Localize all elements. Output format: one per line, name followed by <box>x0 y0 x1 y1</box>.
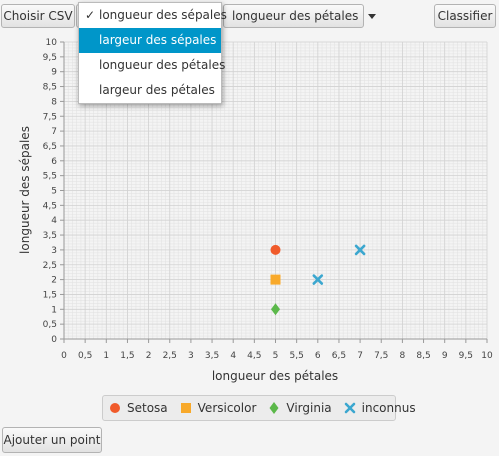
y-tick-label: 9 <box>51 68 57 78</box>
x-tick-label: 4 <box>230 351 236 361</box>
x-tick-label: 0 <box>61 351 67 361</box>
legend-label: inconnus <box>361 401 416 415</box>
y-tick-label: 7,5 <box>43 112 57 122</box>
y-tick-label: 1 <box>51 305 57 315</box>
y-axis-dropdown-menu: ✓ longueur des sépales largeur des sépales… <box>78 2 227 104</box>
x-tick-label: 6,5 <box>332 351 346 361</box>
y-tick-label: 4 <box>51 216 57 226</box>
y-tick-label: 7 <box>51 127 57 137</box>
cross-stroke <box>354 244 366 256</box>
dropdown-option[interactable]: largeur des pétales <box>79 78 221 103</box>
dropdown-option[interactable]: largeur des sépales <box>79 28 221 53</box>
y-tick-label: 6 <box>51 157 57 167</box>
x-tick-label: 1 <box>103 351 109 361</box>
x-tick-label: 9 <box>442 351 448 361</box>
point-versicolor <box>270 274 281 285</box>
circle-marker-icon <box>110 403 120 413</box>
x-tick-label: 10 <box>481 351 493 361</box>
square-marker-icon <box>180 403 191 413</box>
legend-marker <box>110 403 120 413</box>
cross-stroke <box>344 402 355 414</box>
point-inconnus <box>312 274 324 285</box>
diamond-marker-icon <box>269 402 279 414</box>
x-tick-label: 3 <box>188 351 194 361</box>
legend-marker <box>344 402 355 414</box>
y-tick-label: 4,5 <box>43 201 57 211</box>
legend-item-setosa: Setosa <box>109 401 168 415</box>
dropdown-option[interactable]: ✓ longueur des sépales <box>79 3 227 28</box>
x-tick-label: 1,5 <box>120 351 134 361</box>
y-tick-label: 3 <box>51 246 57 256</box>
y-tick-label: 3,5 <box>43 231 57 241</box>
legend-item-inconnus: inconnus <box>344 401 416 415</box>
y-tick-label: 10 <box>46 38 58 48</box>
y-tick-label: 6,5 <box>43 142 57 152</box>
x-tick-label: 9,5 <box>459 351 473 361</box>
legend-label: Setosa <box>127 401 168 415</box>
dropdown-option-label: largeur des pétales <box>99 83 215 97</box>
x-tick-label: 2 <box>146 351 152 361</box>
x-axis-label: longueur des pétales <box>212 369 338 383</box>
x-tick-label: 2,5 <box>163 351 177 361</box>
x-tick-label: 5,5 <box>289 351 303 361</box>
cross-marker-icon <box>344 402 355 414</box>
choose-csv-button[interactable]: Choisir CSV <box>1 4 75 28</box>
x-tick-label: 3,5 <box>205 351 219 361</box>
x-tick-label: 5 <box>273 351 279 361</box>
point-setosa <box>270 244 281 255</box>
dropdown-option-label: largeur des sépales <box>99 33 217 47</box>
dropdown-option-label: longueur des pétales <box>99 58 226 72</box>
x-tick-label: 8 <box>400 351 406 361</box>
y-tick-label: 2,5 <box>43 261 57 271</box>
x-tick-label: 0,5 <box>78 351 92 361</box>
x-tick-label: 7,5 <box>374 351 388 361</box>
x-tick-label: 7 <box>357 351 363 361</box>
dropdown-option[interactable]: longueur des pétales <box>79 53 225 78</box>
y-tick-label: 2 <box>51 276 57 286</box>
dropdown-option-label: longueur des sépales <box>99 8 227 22</box>
scatter-chart: 0 0,5 1 1,5 2 2,5 3 3,5 4 4,5 5 5,5 6 6,5 7 7,5 8 8,5 9 9,5… <box>18 38 493 383</box>
y-axis-label: longueur des sépales <box>18 126 32 254</box>
check-icon: ✓ <box>85 8 96 22</box>
y-tick-label: 5,5 <box>43 172 57 182</box>
cross-stroke <box>312 274 324 285</box>
data-points <box>270 244 366 316</box>
legend-label: Virginia <box>286 401 332 415</box>
point-virginia <box>271 303 280 316</box>
legend-item-virginia: Virginia <box>268 401 332 415</box>
classify-button[interactable]: Classifier <box>434 4 496 28</box>
y-tick-labels: 0 0,5 1 1,5 2 2,5 3 3,5 4 4,5 5 5,5 6 6,5 7 7,5 8 8,5 9 9,5… <box>43 38 58 345</box>
y-tick-label: 0 <box>51 335 57 345</box>
x-tick-label: 4,5 <box>247 351 261 361</box>
legend-marker <box>269 402 279 414</box>
x-axis-select-value: longueur des pétales <box>232 9 359 23</box>
add-point-button[interactable]: Ajouter un point <box>2 427 102 453</box>
point-inconnus <box>354 244 366 256</box>
x-tick-label: 6 <box>315 351 321 361</box>
y-tick-label: 0,5 <box>43 320 57 330</box>
chart-legend: Setosa Versicolor Virginia inconnus <box>102 395 416 421</box>
y-tick-label: 1,5 <box>43 290 57 300</box>
y-tick-label: 5 <box>51 187 57 197</box>
y-tick-label: 8 <box>51 97 57 107</box>
x-tick-label: 8,5 <box>416 351 430 361</box>
y-tick-label: 8,5 <box>43 83 57 93</box>
legend-marker <box>180 403 191 413</box>
legend-label: Versicolor <box>197 401 257 415</box>
chevron-down-icon <box>368 13 377 19</box>
axes <box>60 41 488 343</box>
x-axis-select[interactable]: longueur des pétales <box>223 4 377 28</box>
x-tick-labels: 0 0,5 1 1,5 2 2,5 3 3,5 4 4,5 5 5,5 6 6,5 7 7,5 8 8,5 9 9,5… <box>61 351 493 361</box>
y-tick-label: 9,5 <box>43 53 57 63</box>
legend-item-versicolor: Versicolor <box>180 401 257 415</box>
